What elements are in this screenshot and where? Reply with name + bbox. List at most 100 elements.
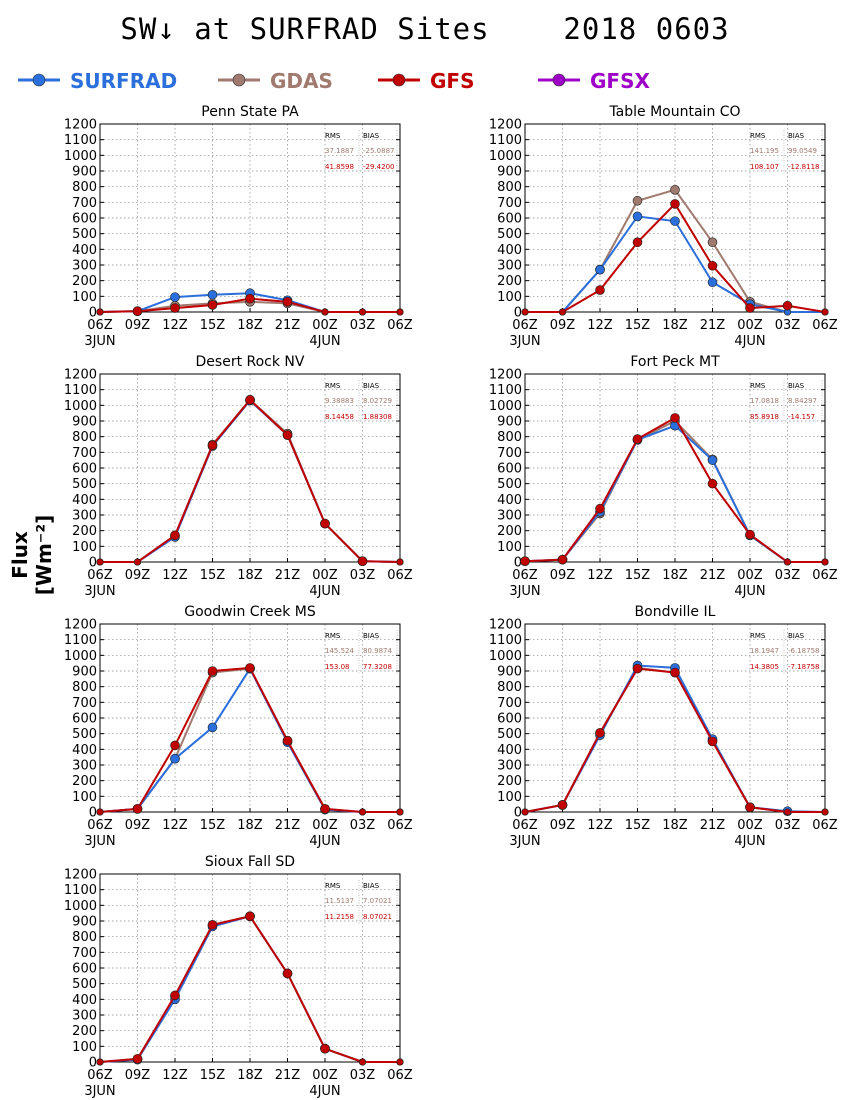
data-point-gfs: [358, 808, 366, 816]
chart-title: Table Mountain CO: [608, 104, 740, 120]
series-line-gfs: [524, 416, 825, 563]
x-tick-label: 03Z: [350, 568, 376, 583]
y-tick-label: 1200: [489, 368, 522, 383]
data-point-gdas: [670, 185, 680, 195]
data-point-gdas: [96, 1058, 104, 1066]
y-tick-label: 600: [72, 712, 97, 727]
x-tick-label: 03Z: [350, 818, 376, 833]
stats-value-gdas: 18.1947: [750, 647, 779, 655]
data-point-gfs: [134, 558, 142, 566]
series-surfrad: [96, 288, 404, 317]
data-point-gfs: [245, 395, 255, 405]
data-point-surfrad: [320, 518, 330, 529]
y-tick-label: 1100: [489, 633, 522, 648]
data-point-surfrad: [595, 730, 605, 741]
stats-header: BIAS: [363, 632, 380, 640]
series-surfrad: [96, 911, 404, 1066]
x-tick-label: 09Z: [125, 318, 151, 333]
data-point-gdas: [632, 195, 643, 206]
x-tick-label: 12Z: [162, 818, 188, 833]
data-point-gdas: [320, 518, 330, 529]
plot-frame: [99, 123, 401, 313]
series-line-gfs: [99, 666, 400, 813]
y-tick-label: 800: [497, 680, 522, 695]
y-tick-label: 400: [72, 243, 97, 258]
y-tick-label: 700: [72, 446, 97, 461]
y-tick-label: 300: [72, 509, 97, 524]
y-tick-label: 100: [497, 290, 522, 305]
series-surfrad: [521, 211, 829, 316]
data-point-gdas: [282, 428, 293, 439]
y-tick-label: 200: [497, 774, 522, 789]
data-point-gfs: [396, 558, 404, 566]
x-tick-label: 00Z: [312, 818, 338, 833]
y-tick-label: 500: [72, 477, 97, 492]
data-point-gdas: [745, 802, 755, 813]
series-line-surfrad: [99, 666, 400, 813]
data-point-surfrad: [707, 455, 718, 465]
x-tick-label: 03Z: [350, 1068, 376, 1083]
data-point-gdas: [557, 554, 568, 565]
data-point-gfs: [670, 413, 680, 423]
stats-value-gdas: 8.84297: [788, 397, 817, 405]
chart-desert-rock-nv: Desert Rock NV01002003004005006007008009…: [64, 354, 413, 599]
x-tick-label: 12Z: [587, 318, 613, 333]
x-tick-label: 15Z: [625, 818, 651, 833]
data-point-surfrad: [170, 292, 180, 302]
x-date-label: 4JUN: [309, 584, 340, 599]
series-gfs: [520, 413, 829, 567]
data-point-gfs: [96, 1058, 104, 1066]
data-point-surfrad: [521, 308, 529, 316]
chart-penn-state-pa: Penn State PA 010020030040050060070080090…: [64, 104, 413, 349]
plot-frame: [524, 373, 826, 563]
legend-marker: [232, 73, 246, 87]
data-point-gfs: [207, 300, 218, 310]
x-tick-label: 06Z: [87, 1068, 113, 1083]
series-gdas: [96, 395, 404, 567]
series-gdas: [521, 663, 829, 816]
x-tick-label: 18Z: [662, 568, 688, 583]
data-point-surfrad: [170, 532, 180, 542]
data-point-gdas: [595, 728, 605, 738]
y-tick-label: 300: [72, 759, 97, 774]
data-point-surfrad: [396, 808, 404, 816]
data-point-gdas: [132, 804, 143, 814]
y-tick-label: 1100: [64, 133, 97, 148]
x-tick-label: 15Z: [200, 568, 226, 583]
chart-title: Sioux Fall SD: [205, 854, 295, 870]
data-point-gfs: [595, 728, 605, 738]
data-point-gdas: [207, 298, 218, 309]
data-point-surfrad: [245, 911, 255, 922]
x-tick-label: 09Z: [125, 1068, 151, 1083]
data-point-gfs: [745, 529, 755, 540]
stats-header: BIAS: [363, 382, 380, 390]
y-tick-label: 0: [514, 556, 522, 571]
stats-value-gfs: 153.08: [325, 663, 350, 671]
stats-header: RMS: [750, 632, 766, 640]
data-point-gdas: [358, 308, 366, 316]
series-line-surfrad: [524, 424, 825, 563]
stats-value-gdas: 80.9874: [363, 647, 392, 655]
x-tick-label: 18Z: [237, 818, 263, 833]
data-point-surfrad: [132, 804, 143, 814]
y-tick-label: 1000: [489, 149, 522, 164]
data-point-gfs: [132, 1054, 143, 1064]
data-point-gfs: [396, 308, 404, 316]
y-tick-label: 900: [72, 665, 97, 680]
stats-value-gfs: -14.157: [788, 413, 815, 421]
x-tick-label: 06Z: [87, 818, 113, 833]
x-tick-label: 00Z: [312, 1068, 338, 1083]
stats-header: BIAS: [788, 132, 805, 140]
data-point-gfs: [282, 968, 293, 979]
stats-table: RMS BIAS 18.1947 -6.18758 14.3805 -7.18758: [750, 630, 823, 674]
chart-title: Bondville IL: [635, 604, 716, 620]
y-tick-label: 400: [497, 743, 522, 758]
data-point-gfs: [170, 740, 180, 751]
data-point-surfrad: [132, 1054, 143, 1065]
data-point-surfrad: [96, 308, 104, 316]
data-point-gdas: [558, 308, 566, 316]
data-point-surfrad: [670, 420, 680, 431]
y-tick-label: 1100: [64, 633, 97, 648]
series-line-surfrad: [100, 399, 401, 563]
data-point-surfrad: [707, 277, 718, 288]
